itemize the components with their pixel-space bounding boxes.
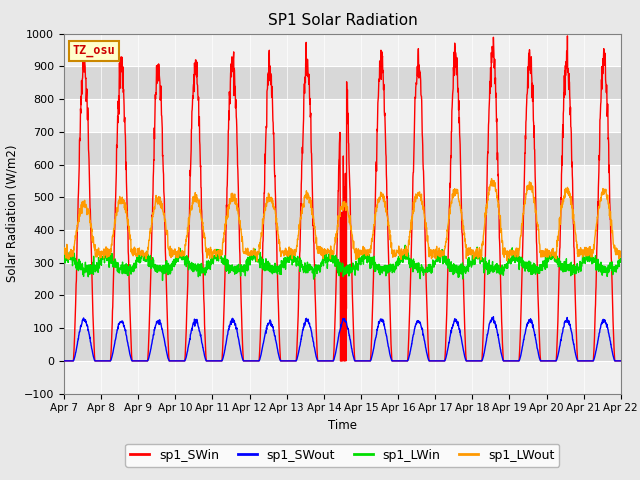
Bar — [64, 328, 621, 361]
Bar — [64, 132, 621, 165]
Y-axis label: Solar Radiation (W/m2): Solar Radiation (W/m2) — [5, 145, 19, 282]
Title: SP1 Solar Radiation: SP1 Solar Radiation — [268, 13, 417, 28]
X-axis label: Time: Time — [328, 419, 357, 432]
Text: TZ_osu: TZ_osu — [72, 44, 115, 58]
Bar — [64, 361, 621, 394]
Bar — [64, 66, 621, 99]
Bar — [64, 263, 621, 295]
Bar — [64, 197, 621, 230]
Bar — [64, 230, 621, 263]
Bar — [64, 34, 621, 66]
Bar — [64, 165, 621, 197]
Legend: sp1_SWin, sp1_SWout, sp1_LWin, sp1_LWout: sp1_SWin, sp1_SWout, sp1_LWin, sp1_LWout — [125, 444, 559, 467]
Bar — [64, 295, 621, 328]
Bar — [64, 99, 621, 132]
